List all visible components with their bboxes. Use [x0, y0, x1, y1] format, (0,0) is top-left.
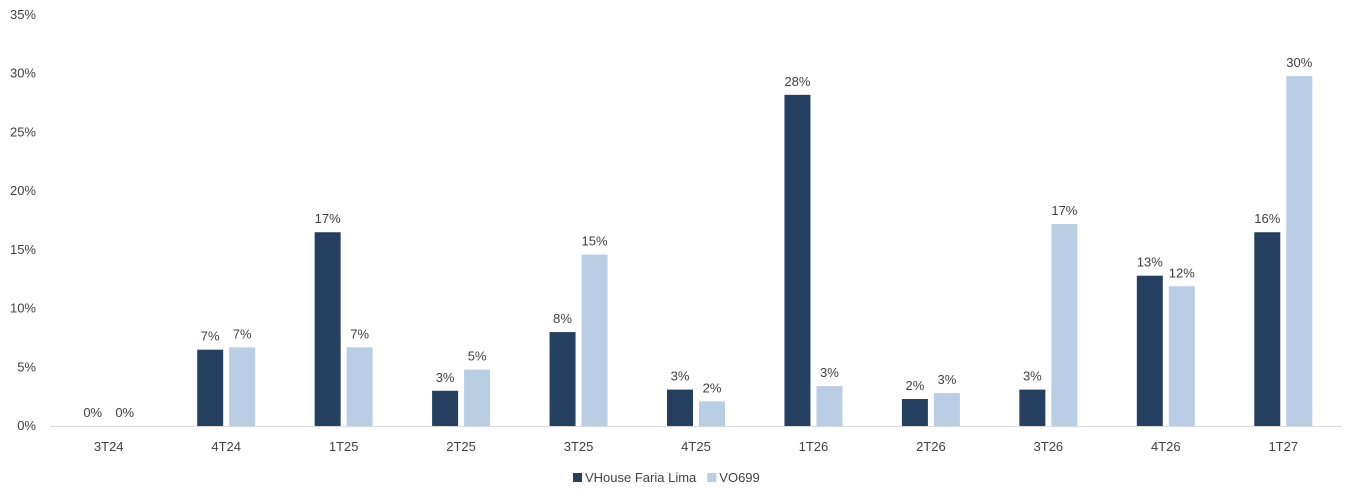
data-label-series-1: 0%: [83, 405, 102, 420]
x-tick-label: 2T26: [916, 439, 946, 454]
y-tick-label: 30%: [10, 66, 36, 81]
y-tick-label: 20%: [10, 183, 36, 198]
bar-series-2: [1051, 224, 1078, 426]
bar-series-2: [816, 386, 843, 426]
data-label-series-2: 30%: [1286, 55, 1312, 70]
bar-series-1: [667, 389, 693, 426]
data-label-series-1: 8%: [553, 311, 572, 326]
x-tick-label: 3T24: [94, 439, 124, 454]
bar-series-2: [1286, 76, 1313, 426]
x-tick-label: 1T25: [329, 439, 359, 454]
bar-series-2: [464, 369, 491, 426]
data-labels-group: 0% 0% 7% 7% 17% 7% 3% 5% 8% 15% 3% 2% 28% 3% 2% 3% 3% 17%…: [83, 55, 1312, 420]
x-tick-label: 4T25: [681, 439, 711, 454]
bar-series-2: [229, 347, 256, 426]
data-label-series-1: 3%: [671, 369, 690, 384]
y-tick-label: 35%: [10, 7, 36, 22]
bar-series-2: [346, 347, 373, 426]
data-label-series-1: 17%: [315, 211, 341, 226]
legend-label-series-1: VHouse Faria Lima: [585, 470, 697, 485]
bar-series-1: [1254, 232, 1281, 426]
data-label-series-2: 17%: [1051, 203, 1077, 218]
data-label-series-1: 16%: [1254, 211, 1280, 226]
bar-series-2: [581, 254, 608, 426]
bar-series-1: [784, 94, 811, 426]
data-label-series-2: 2%: [703, 380, 722, 395]
x-tick-label: 2T25: [446, 439, 476, 454]
data-label-series-2: 0%: [115, 405, 134, 420]
bar-series-1: [1136, 275, 1163, 426]
data-label-series-2: 3%: [820, 365, 839, 380]
x-tick-label: 3T26: [1034, 439, 1064, 454]
data-label-series-1: 28%: [784, 74, 810, 89]
bar-series-2: [933, 393, 960, 426]
legend-swatch-series-2: [707, 473, 717, 482]
y-tick-label: 0%: [17, 418, 36, 433]
bar-series-1: [901, 398, 928, 426]
data-label-series-1: 13%: [1137, 255, 1163, 270]
x-tick-label: 4T26: [1151, 439, 1181, 454]
y-tick-label: 15%: [10, 242, 36, 257]
data-label-series-2: 3%: [938, 372, 957, 387]
legend-label-series-2: VO699: [719, 470, 759, 485]
bar-series-1: [549, 332, 576, 426]
bar-series-2: [1168, 286, 1195, 426]
data-label-series-2: 7%: [233, 326, 252, 341]
x-tick-label: 1T27: [1268, 439, 1298, 454]
x-tick-label: 1T26: [799, 439, 829, 454]
bar-series-1: [197, 349, 224, 426]
y-tick-label: 10%: [10, 301, 36, 316]
bar-series-1: [432, 390, 459, 426]
legend-swatch-series-1: [573, 473, 582, 482]
data-label-series-1: 3%: [1023, 369, 1042, 384]
bar-series-1: [314, 232, 341, 426]
bar-series-2: [699, 401, 725, 426]
y-axis-tick-labels: 0% 5% 10% 15% 20% 25% 30% 35%: [10, 7, 36, 433]
data-label-series-1: 7%: [201, 329, 220, 344]
data-label-series-1: 2%: [906, 378, 925, 393]
legend: VHouse Faria Lima VO699: [573, 470, 760, 485]
x-tick-label: 4T24: [211, 439, 241, 454]
bars-group: [197, 76, 1313, 426]
data-label-series-2: 15%: [582, 234, 608, 249]
bar-series-1: [1019, 389, 1046, 426]
y-tick-label: 25%: [10, 124, 36, 139]
x-axis-tick-labels: 3T24 4T24 1T25 2T25 3T25 4T25 1T26 2T26 3T26 4T26…: [94, 439, 1298, 454]
data-label-series-2: 12%: [1169, 265, 1195, 280]
data-label-series-2: 5%: [468, 349, 487, 364]
data-label-series-1: 3%: [436, 370, 455, 385]
x-tick-label: 3T25: [564, 439, 594, 454]
data-label-series-2: 7%: [350, 326, 369, 341]
y-tick-label: 5%: [17, 359, 36, 374]
